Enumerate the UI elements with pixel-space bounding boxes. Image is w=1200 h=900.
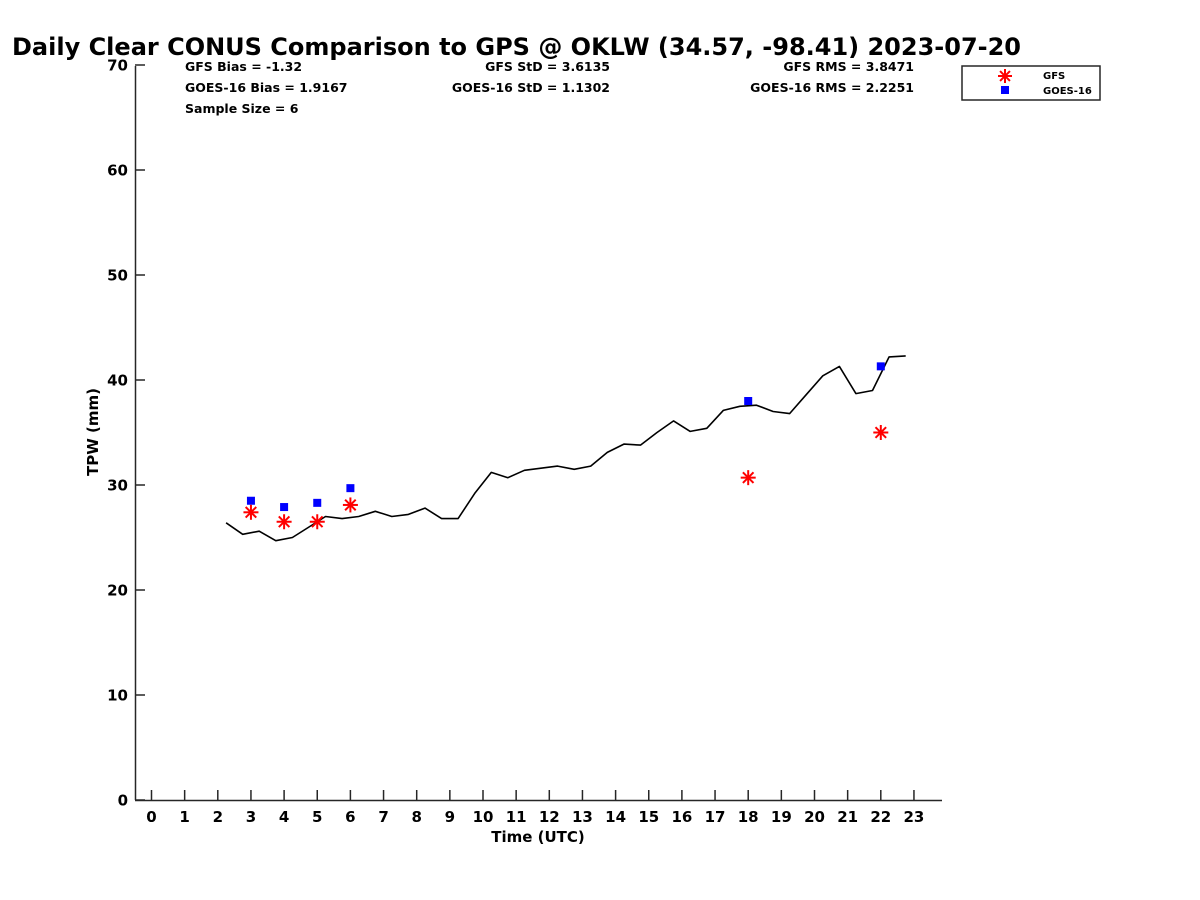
gfs-rms-stat: GFS RMS = 3.8471 [783,59,914,74]
x-tick-label: 19 [771,808,792,826]
y-axis-label: TPW (mm) [84,388,102,476]
x-tick-label: 20 [804,808,825,826]
sample-size-stat: Sample Size = 6 [185,101,299,116]
chart-title: Daily Clear CONUS Comparison to GPS @ OK… [12,33,1021,61]
y-tick-label: 60 [107,162,128,180]
gfs-point [740,470,756,486]
goes16-point [876,362,885,371]
gfs-point [276,514,292,530]
x-tick-label: 3 [246,808,256,826]
x-tick-label: 18 [738,808,759,826]
x-tick-label: 8 [411,808,421,826]
x-tick-label: 21 [837,808,858,826]
x-tick-label: 22 [870,808,891,826]
x-ticks: 0 1 2 3 4 5 6 7 8 9 10 11 12 13 14 15 16 17 18 19 20 21 22 23 [146,790,924,826]
goes-rms-stat: GOES-16 RMS = 2.2251 [750,80,914,95]
gfs-point [243,504,259,520]
goes16-point [744,397,753,405]
x-tick-label: 0 [146,808,156,826]
legend-gfs-label: GFS [1043,71,1065,82]
gfs-point [342,497,358,513]
goes-bias-stat: GOES-16 Bias = 1.9167 [185,80,347,95]
gfs-bias-stat: GFS Bias = -1.32 [185,59,302,74]
x-tick-label: 1 [179,808,189,826]
x-tick-label: 9 [445,808,455,826]
x-tick-label: 2 [213,808,223,826]
plot-axes [134,66,942,802]
x-tick-label: 5 [312,808,322,826]
x-tick-label: 7 [378,808,388,826]
x-tick-label: 17 [705,808,726,826]
y-tick-label: 40 [107,372,128,390]
y-ticks: 0 10 20 30 40 50 60 70 [107,57,145,810]
x-tick-label: 6 [345,808,355,826]
y-tick-label: 10 [107,687,128,705]
x-tick-label: 23 [904,808,925,826]
goes16-point [280,503,289,512]
x-tick-label: 4 [279,808,289,826]
x-tick-label: 15 [638,808,659,826]
x-tick-label: 11 [506,808,527,826]
gps-tpw-line [225,355,906,542]
x-tick-label: 16 [671,808,692,826]
x-tick-label: 12 [539,808,560,826]
legend-goes-label: GOES-16 [1043,86,1092,97]
y-tick-label: 30 [107,477,128,495]
gfs-point [309,514,325,530]
goes16-point [346,484,355,493]
x-axis-label: Time (UTC) [491,828,585,846]
x-tick-label: 10 [473,808,494,826]
legend-gfs-marker [998,69,1012,83]
legend-goes-marker [1001,86,1009,94]
y-tick-label: 50 [107,267,128,285]
gfs-point [873,425,889,440]
legend-gfs-asterisk [998,69,1012,83]
gfs-std-stat: GFS StD = 3.6135 [485,59,610,74]
stats-block: GFS Bias = -1.32 GOES-16 Bias = 1.9167 S… [185,59,914,116]
x-tick-label: 13 [572,808,593,826]
y-tick-label: 70 [107,57,128,75]
legend-box [961,65,1101,101]
x-tick-label: 14 [605,808,626,826]
legend: GFS GOES-16 [961,65,1101,101]
plot-area [225,355,906,542]
goes-std-stat: GOES-16 StD = 1.1302 [452,80,610,95]
goes16-point [246,496,255,505]
goes16-point [313,498,322,507]
y-tick-label: 0 [118,792,128,810]
y-tick-label: 20 [107,582,128,600]
